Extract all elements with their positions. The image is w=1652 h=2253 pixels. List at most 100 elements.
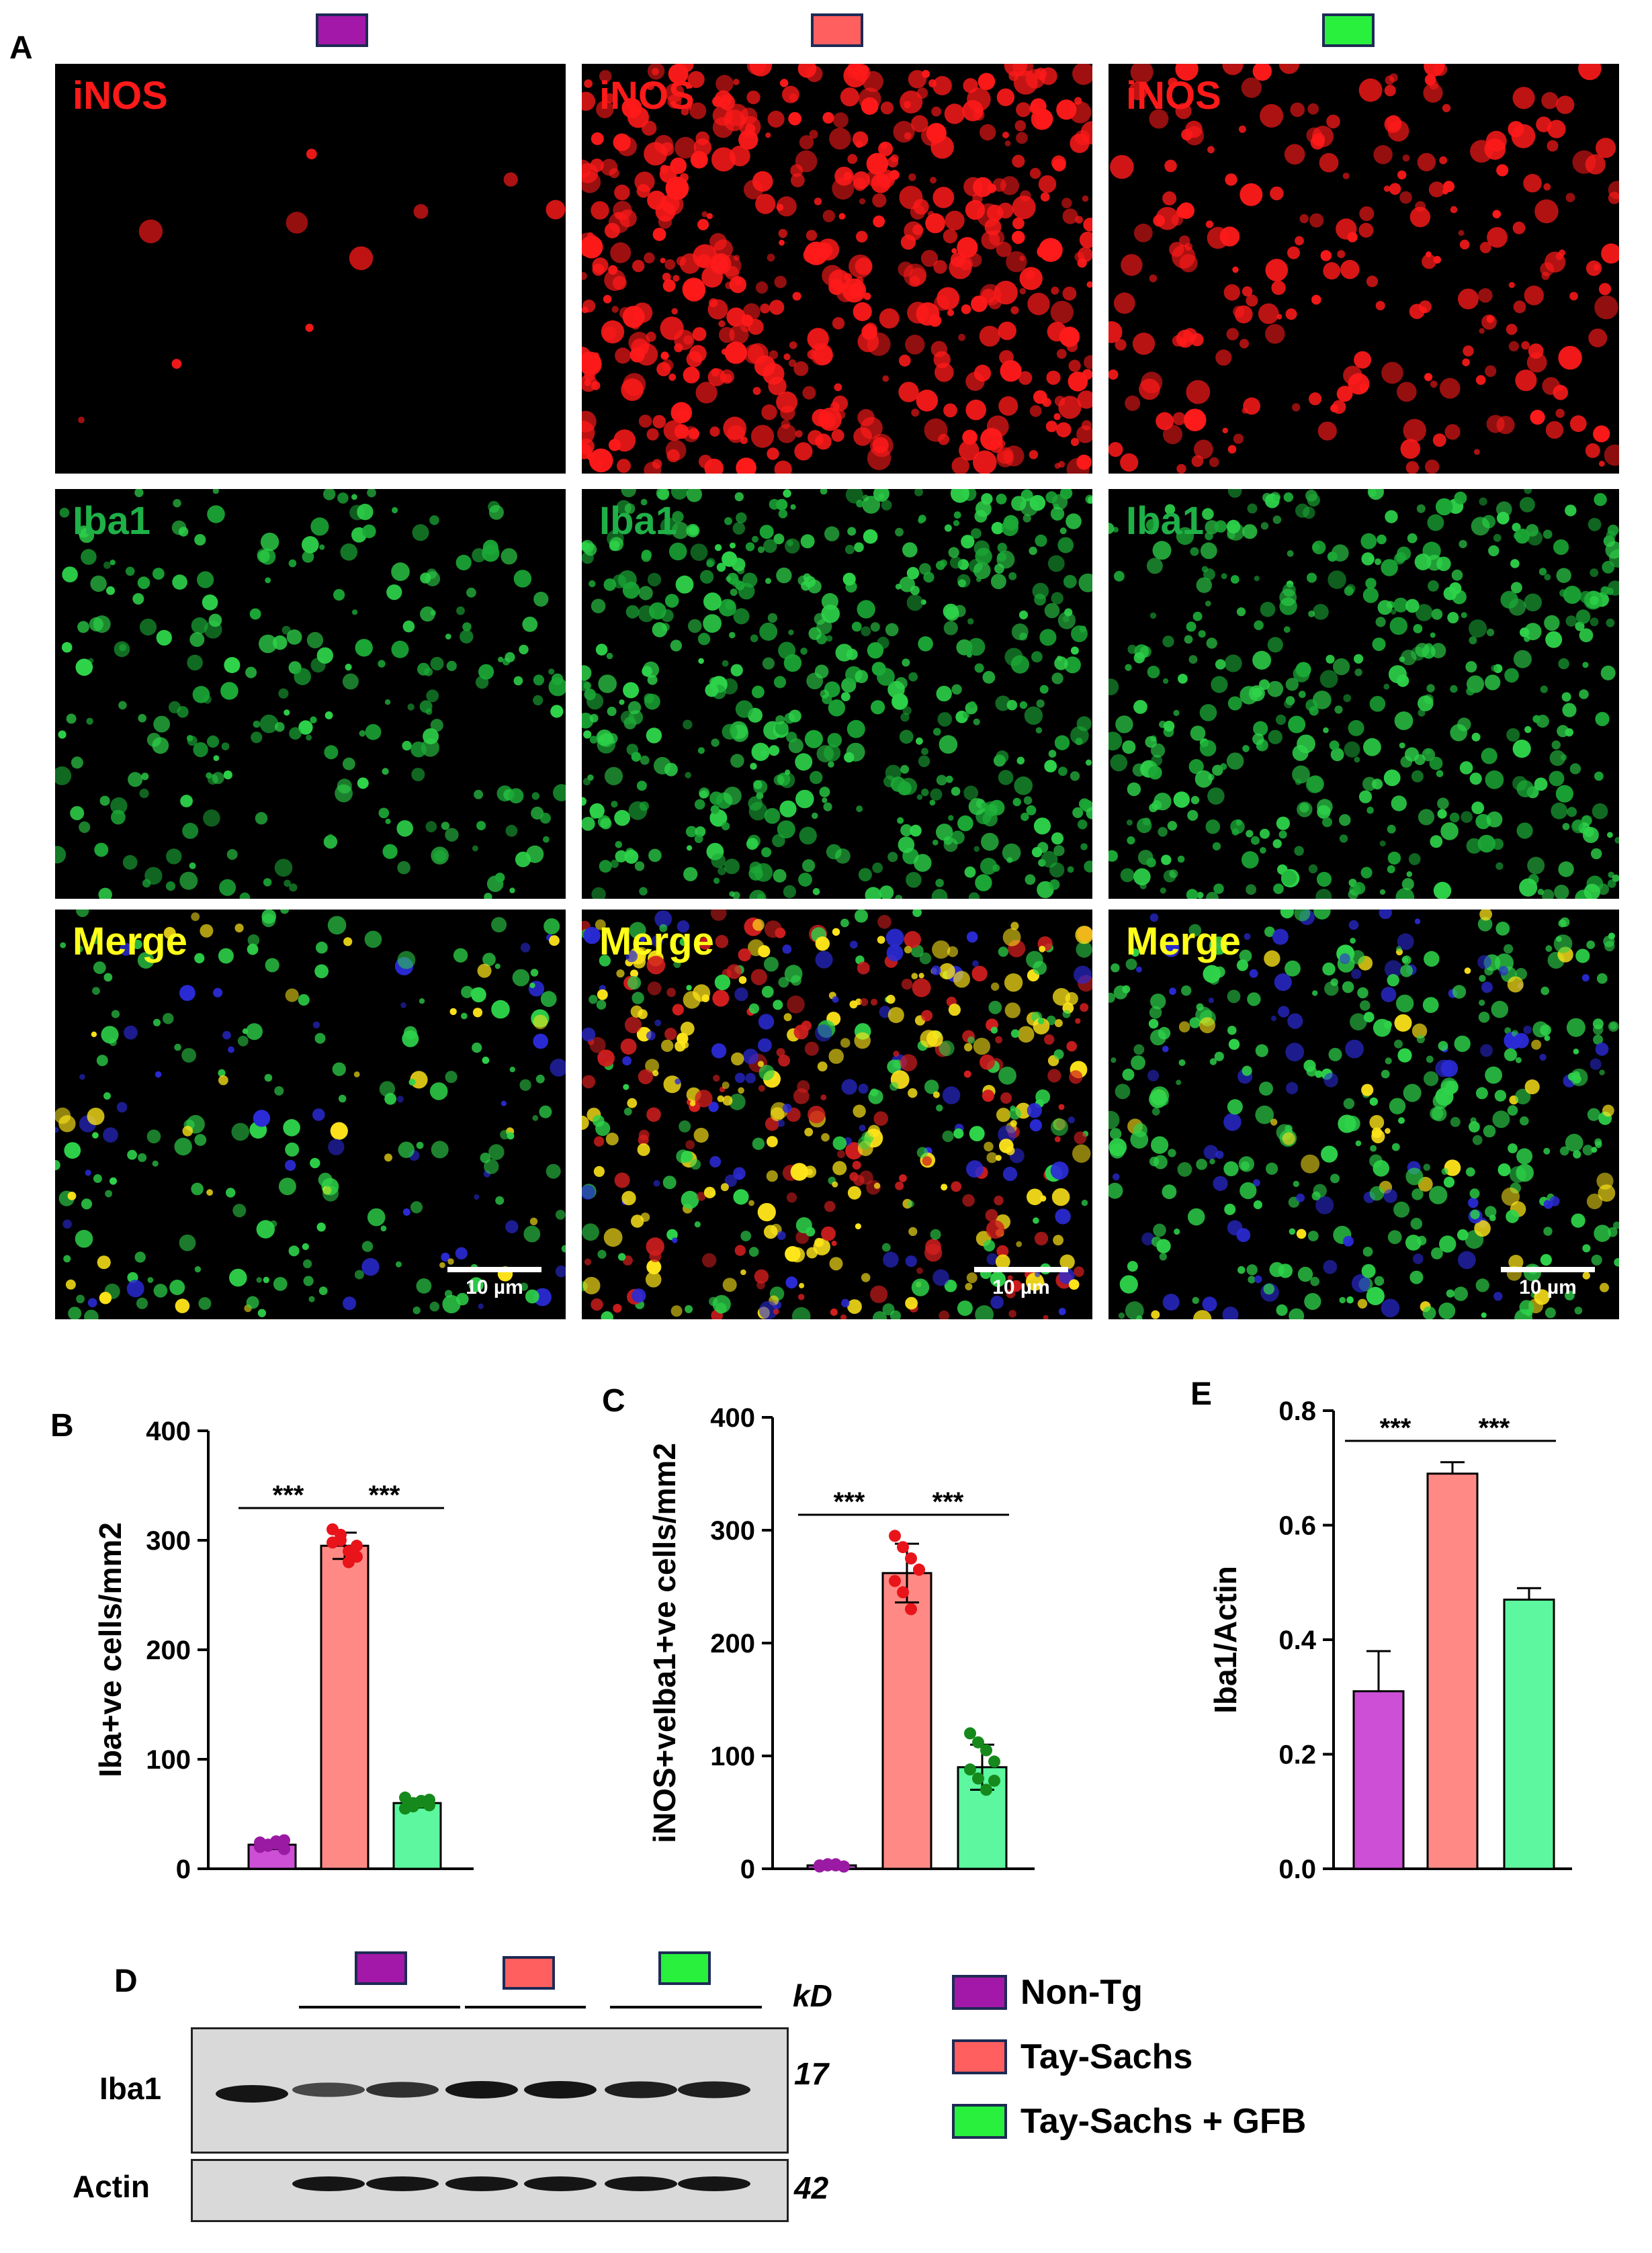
micrograph-inos-1: iNOS — [55, 64, 566, 474]
blot-band — [445, 2081, 518, 2099]
data-point — [889, 1530, 901, 1542]
bar-tay-sachs — [1426, 1472, 1479, 1870]
micrograph-merge-2: Merge 10 µm — [582, 910, 1092, 1319]
blot-band — [524, 2081, 597, 2099]
significance-label: *** — [273, 1481, 304, 1510]
scale-bar-label: 10 µm — [1519, 1276, 1577, 1298]
data-point — [351, 1540, 363, 1552]
data-point — [423, 1794, 435, 1806]
data-point — [838, 1860, 850, 1873]
legend-swatch-tay-sachs-gfb — [952, 2104, 1007, 2139]
blot-band — [292, 2082, 365, 2097]
bar-tay-sachs — [881, 1572, 932, 1870]
y-axis-label: Iba1/Actin — [1208, 1566, 1243, 1714]
data-point — [897, 1541, 909, 1554]
data-point — [335, 1528, 347, 1541]
blot-kd-actin: 42 — [794, 2170, 829, 2205]
y-tick-label: 0.6 — [1278, 1511, 1316, 1541]
scale-bar-label: 10 µm — [992, 1276, 1050, 1298]
blot-band — [605, 2081, 677, 2099]
y-tick-label: 200 — [710, 1629, 755, 1659]
legend-item-tay-sachs-gfb: Tay-Sachs + GFB — [952, 2101, 1306, 2141]
column-swatch-non-tg — [316, 13, 368, 47]
y-tick-label: 300 — [146, 1526, 191, 1556]
blot-group-line-tay-sachs-gfb — [610, 2006, 762, 2008]
legend-label-tay-sachs-gfb: Tay-Sachs + GFB — [1020, 2102, 1307, 2141]
scale-bar-label: 10 µm — [466, 1276, 523, 1298]
data-point — [964, 1727, 976, 1740]
data-point — [972, 1772, 984, 1785]
significance-label: *** — [932, 1487, 964, 1517]
micrograph-texture — [55, 910, 566, 1319]
blot-strip-actin — [191, 2159, 789, 2222]
scale-bar-line — [974, 1267, 1068, 1272]
y-tick-label: 400 — [710, 1403, 755, 1433]
chart-b: 0 100 200 300 400 Iba+ve cells/mm2 *** *** — [93, 1417, 474, 1884]
data-point — [343, 1556, 355, 1569]
panel-c-letter: C — [602, 1383, 625, 1419]
blot-band — [524, 2176, 597, 2191]
panel-b-letter: B — [50, 1408, 74, 1444]
micrograph-label-inos: iNOS — [73, 74, 168, 118]
bar-tay-sachs-gfb — [1503, 1598, 1555, 1870]
legend-swatch-non-tg — [952, 1975, 1007, 2010]
blot-band — [678, 2176, 750, 2191]
micrograph-label-iba1: Iba1 — [1126, 499, 1205, 543]
micrograph-label-inos: iNOS — [599, 74, 695, 118]
y-tick-label: 0.4 — [1278, 1626, 1316, 1655]
data-point — [905, 1552, 917, 1564]
y-tick-label: 400 — [146, 1417, 191, 1446]
significance-label: *** — [1479, 1413, 1510, 1443]
legend-item-non-tg: Non-Tg — [952, 1972, 1143, 2013]
legend-label-tay-sachs: Tay-Sachs — [1020, 2037, 1193, 2076]
scale-bar: 10 µm — [974, 1267, 1068, 1299]
chart-c: 0 100 200 300 400 iNOS+veIba1+ve cells/mm2 ***… — [647, 1403, 1035, 1884]
column-swatch-tay-sachs — [811, 13, 863, 47]
micrograph-texture — [1108, 910, 1619, 1319]
scale-bar-line — [447, 1267, 541, 1272]
blot-strip-iba1 — [191, 2027, 789, 2154]
blot-band — [292, 2176, 365, 2191]
data-point — [972, 1736, 984, 1749]
micrograph-label-inos: iNOS — [1126, 74, 1221, 118]
data-point — [964, 1763, 976, 1776]
y-tick-label: 0 — [176, 1855, 191, 1884]
legend-swatch-tay-sachs — [952, 2039, 1007, 2074]
data-point — [905, 1603, 917, 1616]
data-point — [988, 1755, 1000, 1768]
micrograph-texture — [582, 489, 1092, 899]
y-tick-label: 0.2 — [1278, 1740, 1316, 1770]
y-tick-label: 0.0 — [1278, 1855, 1316, 1884]
micrograph-merge-1: Merge 10 µm — [55, 910, 566, 1319]
y-tick-label: 0.8 — [1278, 1397, 1316, 1426]
blot-kd-label: kD — [793, 1978, 832, 2013]
data-point — [980, 1744, 992, 1757]
blot-kd-iba1: 17 — [794, 2056, 829, 2091]
blot-group-line-non-tg — [299, 2006, 460, 2008]
blot-swatch-non-tg — [355, 1951, 407, 1985]
micrograph-texture — [1108, 64, 1619, 474]
micrograph-inos-2: iNOS — [582, 64, 1092, 474]
scale-bar: 10 µm — [1501, 1267, 1595, 1299]
micrograph-iba1-2: Iba1 — [582, 489, 1092, 899]
chart-e: 0.0 0.2 0.4 0.6 0.8 Iba1/Actin *** *** — [1208, 1397, 1572, 1884]
blot-band — [216, 2085, 288, 2103]
significance-label: *** — [834, 1487, 865, 1517]
blot-row-label-iba1: Iba1 — [99, 2071, 162, 2106]
data-point — [889, 1575, 901, 1587]
data-point — [897, 1586, 909, 1599]
data-point — [278, 1834, 290, 1847]
significance-label: *** — [369, 1481, 400, 1510]
micrograph-iba1-1: Iba1 — [55, 489, 566, 899]
bar-tay-sachs — [320, 1544, 369, 1870]
blot-band — [605, 2176, 677, 2191]
panel-e-letter: E — [1190, 1376, 1213, 1412]
blot-bands — [216, 2081, 750, 2103]
y-tick-label: 200 — [146, 1636, 191, 1665]
blot-band — [366, 2082, 439, 2098]
micrograph-texture — [55, 489, 566, 899]
data-point — [327, 1536, 339, 1549]
blot-band — [678, 2081, 750, 2099]
bar-non-tg — [1352, 1690, 1405, 1870]
